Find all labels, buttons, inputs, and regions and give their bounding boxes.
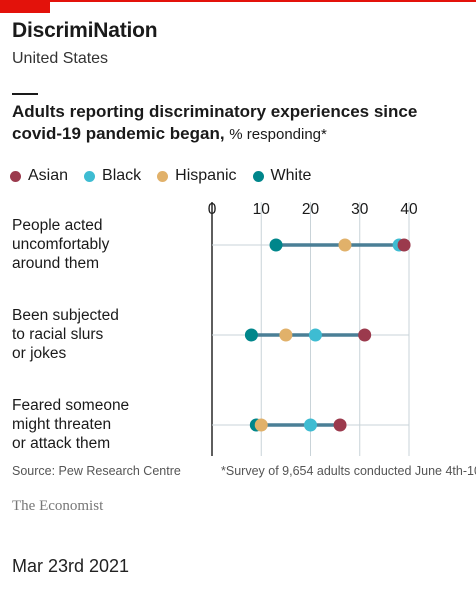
data-point-black bbox=[308, 328, 322, 342]
row-label-line: to racial slurs bbox=[12, 326, 104, 343]
chart-unit: % responding* bbox=[229, 126, 327, 143]
chart-title: Adults reporting discriminatory experien… bbox=[12, 101, 462, 146]
page-subtitle: United States bbox=[12, 50, 109, 67]
legend-label-asian: Asian bbox=[28, 167, 69, 184]
legend-item-white: White bbox=[252, 167, 312, 185]
x-tick-label: 40 bbox=[400, 201, 418, 218]
legend-item-hispanic: Hispanic bbox=[157, 167, 237, 185]
economist-logo: The Economist bbox=[12, 498, 104, 514]
economist-red-tab bbox=[0, 0, 50, 13]
legend: Asian Black Hispanic White bbox=[10, 166, 327, 186]
row-label-uncomfortable: People acted uncomfortably around them bbox=[12, 216, 109, 273]
legend-dot-hispanic bbox=[157, 170, 169, 182]
section-rule bbox=[12, 93, 38, 95]
row-label-line: around them bbox=[12, 255, 100, 272]
data-point-hispanic bbox=[279, 328, 293, 342]
row-label-line: or attack them bbox=[12, 435, 111, 452]
row-label-line: Feared someone bbox=[12, 397, 130, 414]
legend-item-black: Black bbox=[84, 167, 141, 185]
dot-plot: 0 10 20 30 40 bbox=[208, 201, 418, 456]
x-tick-label: 20 bbox=[302, 201, 320, 218]
row-label-line: People acted bbox=[12, 217, 103, 234]
data-point-white bbox=[244, 328, 258, 342]
row-label-slurs: Been subjected to racial slurs or jokes bbox=[12, 306, 119, 363]
row-label-line: Been subjected bbox=[12, 307, 119, 324]
top-accent-rule bbox=[0, 0, 476, 2]
data-point-white bbox=[269, 238, 283, 252]
legend-dot-asian bbox=[10, 170, 21, 182]
data-point-asian bbox=[358, 328, 372, 342]
row-label-line: might threaten bbox=[12, 416, 112, 433]
legend-dot-black bbox=[84, 170, 96, 182]
legend-label-white: White bbox=[270, 167, 312, 184]
data-point-black bbox=[304, 418, 317, 432]
row-label-line: or jokes bbox=[12, 345, 67, 362]
survey-footnote: *Survey of 9,654 adults conducted June 4… bbox=[221, 464, 476, 478]
x-tick-label: 0 bbox=[208, 201, 217, 218]
publish-date: Mar 23rd 2021 bbox=[12, 556, 130, 576]
legend-item-asian: Asian bbox=[10, 167, 68, 185]
x-tick-label: 30 bbox=[351, 201, 369, 218]
data-point-asian bbox=[397, 238, 411, 252]
x-tick-label: 10 bbox=[253, 201, 271, 218]
data-point-hispanic bbox=[254, 418, 268, 432]
data-point-hispanic bbox=[338, 238, 352, 252]
legend-label-black: Black bbox=[102, 167, 142, 184]
row-label-line: uncomfortably bbox=[12, 236, 110, 253]
row-label-feared: Feared someone might threaten or attack … bbox=[12, 396, 129, 453]
legend-label-hispanic: Hispanic bbox=[175, 167, 237, 184]
page-title: DiscrimiNation bbox=[12, 19, 158, 42]
legend-dot-white bbox=[252, 170, 264, 182]
chart-title-text: Adults reporting discriminatory experien… bbox=[12, 102, 418, 143]
data-point-asian bbox=[333, 418, 347, 432]
source-note: Source: Pew Research Centre bbox=[12, 464, 181, 478]
